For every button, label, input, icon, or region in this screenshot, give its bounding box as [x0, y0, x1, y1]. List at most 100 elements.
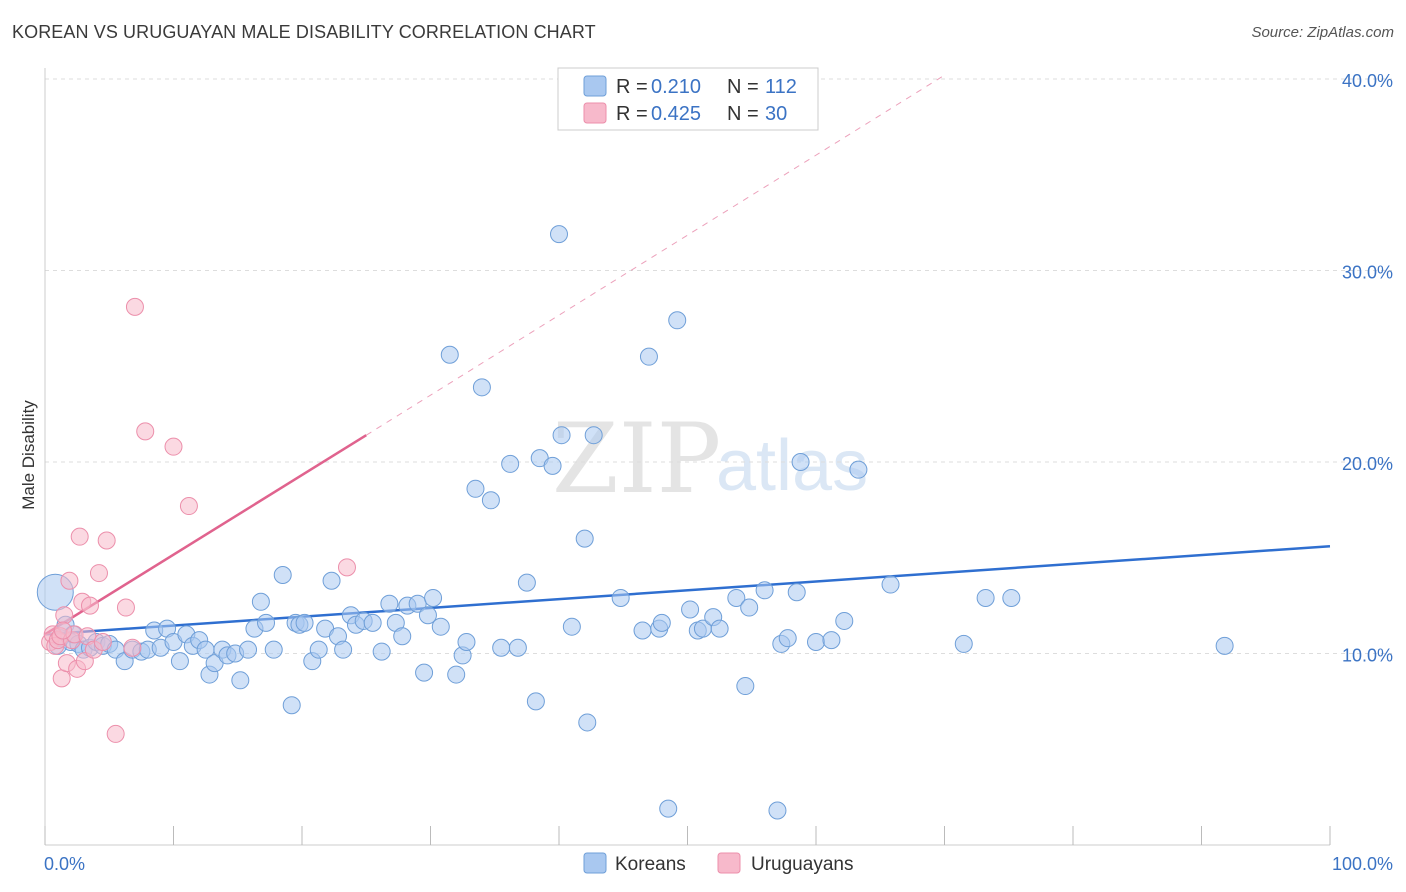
point-korean: [652, 613, 671, 632]
point-korean: [517, 573, 536, 592]
point-korean: [881, 575, 900, 594]
point-korean: [791, 453, 810, 471]
point-uruguayan: [106, 724, 125, 743]
point-korean: [501, 454, 520, 473]
point-korean: [282, 696, 301, 715]
legend-r-value-koreans: 0.210: [651, 76, 701, 98]
point-korean: [264, 640, 283, 659]
trend-line-uruguayans: [44, 434, 367, 636]
watermark-zip: ZIP: [552, 403, 721, 515]
point-korean: [822, 631, 841, 650]
point-uruguayan: [60, 571, 79, 590]
point-korean: [954, 634, 973, 653]
point-korean: [334, 640, 353, 659]
point-korean: [1215, 636, 1234, 655]
legend-n-value-koreans: 112: [765, 76, 797, 98]
point-korean: [257, 613, 276, 632]
point-korean: [543, 456, 562, 475]
source-credit: Source: ZipAtlas.com: [1251, 24, 1394, 41]
trend-line-koreans: [44, 545, 1331, 636]
point-korean: [508, 638, 527, 657]
y-tick-label: 30.0%: [1342, 263, 1393, 283]
point-korean: [372, 642, 391, 661]
bottom-legend-swatch-koreans: [583, 852, 607, 874]
bottom-legend: Koreans Uruguayans: [583, 852, 853, 875]
point-uruguayan: [70, 527, 89, 546]
point-uruguayan: [52, 669, 71, 688]
point-korean: [778, 629, 797, 648]
point-korean: [849, 460, 868, 479]
legend-swatch-uruguayans: [583, 102, 607, 124]
point-korean: [472, 378, 491, 397]
point-korean: [431, 617, 450, 636]
point-korean: [659, 799, 678, 818]
point-korean: [170, 652, 189, 671]
point-uruguayan: [136, 422, 155, 441]
legend-n-value-uruguayans: 30: [765, 103, 787, 125]
legend-n-label-koreans: N =: [727, 76, 759, 98]
point-korean: [492, 638, 511, 657]
bottom-legend-swatch-uruguayans: [717, 852, 741, 874]
point-korean: [611, 588, 630, 607]
point-korean: [740, 598, 759, 617]
point-korean: [668, 311, 687, 330]
point-korean: [251, 592, 270, 611]
y-tick-labels: 10.0% 20.0% 30.0% 40.0%: [1342, 71, 1393, 666]
point-korean: [835, 611, 854, 630]
point-korean: [552, 426, 571, 445]
point-korean: [976, 588, 995, 607]
point-uruguayan: [164, 437, 183, 456]
point-uruguayan: [55, 606, 74, 625]
y-tick-label: 20.0%: [1342, 454, 1393, 474]
trend-lines: [44, 74, 1331, 636]
legend-n-label-uruguayans: N =: [727, 103, 759, 125]
axes: [44, 68, 1331, 846]
point-uruguayan: [116, 598, 135, 617]
point-korean: [424, 588, 443, 607]
point-korean: [322, 571, 341, 590]
y-tick-label: 10.0%: [1342, 646, 1393, 666]
point-korean: [1002, 588, 1021, 607]
point-uruguayan: [93, 633, 112, 652]
point-korean: [633, 621, 652, 640]
point-uruguayan: [123, 638, 142, 657]
point-uruguayan: [179, 497, 198, 516]
point-korean: [418, 606, 437, 625]
point-korean: [755, 581, 774, 600]
point-korean: [526, 692, 545, 711]
bottom-legend-label-koreans: Koreans: [615, 854, 686, 875]
series-uruguayans: [41, 297, 356, 743]
x-tick-label-min: 0.0%: [44, 854, 85, 874]
point-korean: [457, 633, 476, 652]
legend-r-value-uruguayans: 0.425: [651, 103, 701, 125]
point-korean: [639, 347, 658, 366]
point-uruguayan: [337, 558, 356, 577]
point-korean: [578, 713, 597, 732]
point-korean: [295, 613, 314, 632]
point-korean: [415, 663, 434, 682]
point-uruguayan: [125, 297, 144, 316]
x-tick-labels: 0.0% 100.0%: [44, 854, 1393, 874]
x-tick-label-max: 100.0%: [1332, 854, 1393, 874]
y-tick-label: 40.0%: [1342, 71, 1393, 91]
point-korean: [736, 677, 755, 696]
point-korean: [768, 801, 787, 820]
bottom-legend-label-uruguayans: Uruguayans: [751, 854, 853, 875]
watermark-atlas: atlas: [716, 426, 868, 506]
chart-title: KOREAN VS URUGUAYAN MALE DISABILITY CORR…: [12, 22, 596, 42]
legend-r-label-koreans: R =: [616, 76, 648, 98]
point-korean: [380, 594, 399, 613]
series-koreans: [36, 225, 1234, 820]
point-korean: [393, 627, 412, 646]
point-korean: [575, 529, 594, 548]
point-korean: [481, 491, 500, 510]
point-uruguayan: [53, 621, 72, 640]
point-korean: [727, 588, 746, 607]
point-korean: [231, 671, 250, 690]
trend-line-uruguayans-extension: [365, 74, 945, 436]
point-korean: [807, 633, 825, 652]
y-axis-title: Male Disability: [19, 400, 38, 510]
point-korean: [550, 225, 568, 244]
point-korean: [710, 619, 729, 638]
